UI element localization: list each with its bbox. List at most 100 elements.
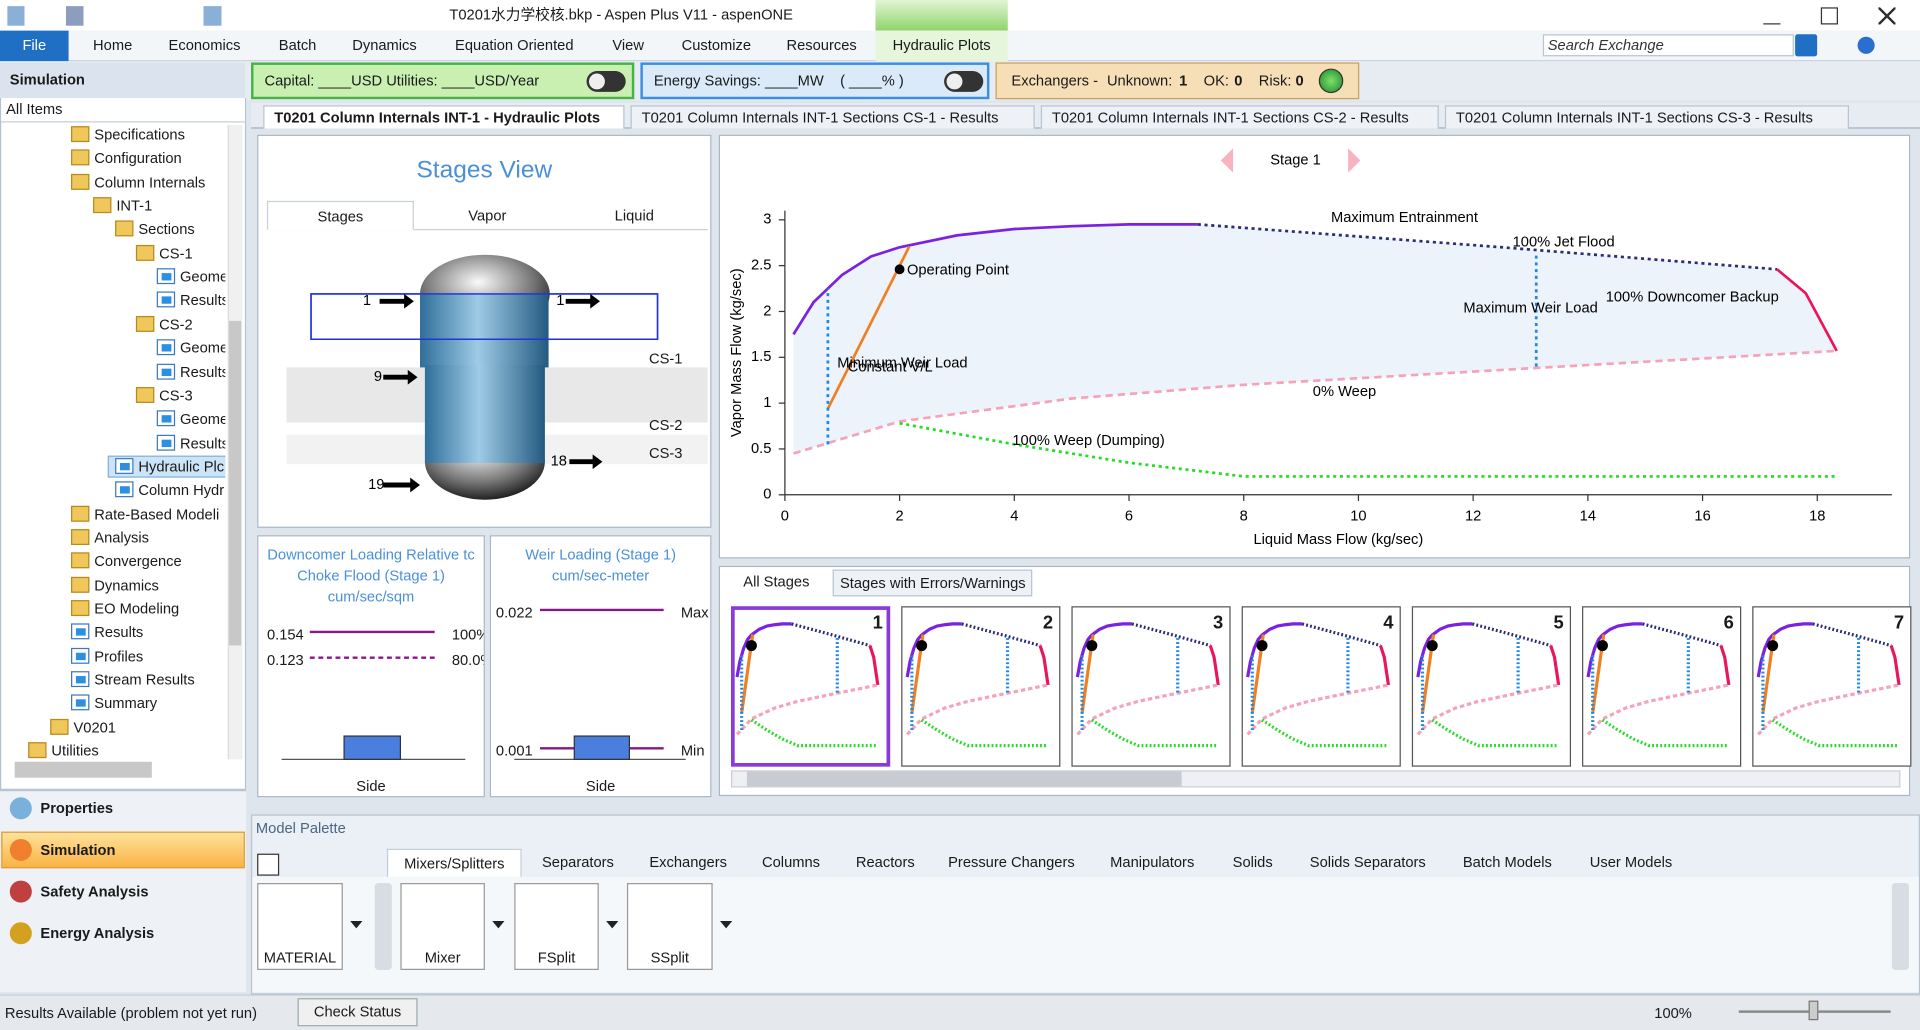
tree-item[interactable]: Convergence [94, 552, 182, 570]
stages-tab[interactable]: Stages [266, 200, 414, 231]
tree-item[interactable]: Geome [180, 339, 226, 357]
palette-scroll-left[interactable] [374, 883, 392, 970]
context-tab-header [875, 0, 1008, 31]
stages-tab[interactable]: Liquid [614, 206, 654, 225]
tree-item[interactable]: Geome [180, 268, 226, 286]
model-dropdown[interactable] [720, 920, 733, 929]
tree-item[interactable]: EO Modeling [94, 600, 180, 618]
palette-tab[interactable]: Batch Models [1462, 853, 1552, 871]
ribbon-tab[interactable]: Economics [168, 36, 241, 54]
tree-selection [107, 455, 226, 478]
stage-filter-tab[interactable]: Stages with Errors/Warnings [832, 569, 1033, 597]
pointer-tool[interactable] [257, 853, 280, 876]
palette-tab[interactable]: User Models [1589, 853, 1673, 871]
pane-selected [1, 831, 245, 869]
zoom-thumb[interactable] [1808, 1000, 1819, 1021]
tree-item[interactable]: Specifications [94, 126, 185, 144]
search-box[interactable]: Search Exchange [1542, 34, 1794, 57]
tree-item[interactable]: Geome [180, 410, 226, 428]
palette-scroll-right[interactable] [1891, 883, 1909, 970]
exchanger-icon[interactable] [1318, 68, 1344, 94]
palette-tab[interactable]: Exchangers [649, 853, 727, 871]
tree-item[interactable]: CS-3 [159, 386, 193, 404]
tree-item[interactable]: CS-2 [159, 315, 193, 333]
ribbon-tab[interactable]: View [612, 36, 644, 54]
ribbon-tab[interactable]: Equation Oriented [455, 36, 574, 54]
tree-item[interactable]: Summary [94, 694, 158, 713]
model-dropdown[interactable] [492, 920, 505, 929]
check-icon [75, 699, 86, 708]
tree-item[interactable]: Profiles [94, 647, 144, 665]
palette-tab[interactable]: Solids Separators [1309, 853, 1426, 871]
doc-tab[interactable]: T0201 Column Internals INT-1 Sections CS… [630, 105, 1035, 129]
palette-tab[interactable]: Reactors [855, 853, 915, 871]
palette-title: Model Palette [255, 819, 346, 837]
ribbon-tab[interactable]: Dynamics [352, 36, 417, 54]
downcomer-panel [257, 535, 485, 798]
status-message: Results Available (problem not yet run) [4, 1004, 258, 1022]
tree-item[interactable]: Configuration [94, 149, 182, 167]
pane-button[interactable]: Energy Analysis [40, 924, 155, 942]
file-tab[interactable]: File [0, 30, 69, 62]
tree-item[interactable]: Dynamics [94, 576, 159, 594]
tree-item[interactable]: Utilities [51, 742, 99, 760]
search-button[interactable] [1795, 34, 1818, 57]
tree-item[interactable]: Analysis [94, 529, 150, 547]
tree-icon [135, 386, 155, 403]
stage-filter-tab[interactable]: All Stages [743, 573, 810, 591]
model-dropdown[interactable] [350, 920, 363, 929]
help-button[interactable] [1857, 36, 1875, 54]
tree-item[interactable]: Stream Results [94, 671, 195, 689]
tree-item[interactable]: Sections [138, 220, 195, 239]
palette-tab[interactable]: Separators [542, 853, 614, 871]
ribbon-tab[interactable]: Customize [681, 36, 752, 54]
tree-item[interactable]: Results [180, 363, 226, 381]
tree-icon [28, 742, 47, 759]
tree-item[interactable]: Results [180, 292, 226, 310]
tree-item[interactable]: Column Hydr [138, 481, 225, 499]
doc-tab[interactable]: T0201 Column Internals INT-1 Sections CS… [1444, 105, 1849, 129]
tree-item[interactable]: Results [94, 623, 144, 641]
pane-button[interactable]: Safety Analysis [40, 883, 149, 901]
palette-tab[interactable]: Mixers/Splitters [386, 848, 522, 877]
tree-item[interactable]: V0201 [73, 718, 116, 736]
palette-tab[interactable]: Manipulators [1110, 853, 1195, 871]
tree-item[interactable]: Column Internals [94, 173, 206, 191]
window-control[interactable] [1878, 7, 1896, 25]
ribbon-tab[interactable]: Hydraulic Plots [875, 30, 1008, 62]
ribbon-tab[interactable]: Batch [278, 36, 317, 54]
ribbon-tab[interactable]: Resources [786, 36, 857, 54]
navigator-header: Simulation [0, 62, 245, 98]
tree-icon [71, 576, 90, 593]
check-status-button[interactable]: Check Status [297, 998, 418, 1027]
model-button[interactable] [626, 883, 713, 970]
section-label: CS-3 [648, 444, 683, 462]
tree-item[interactable]: INT-1 [116, 197, 153, 215]
tree-item[interactable]: CS-1 [159, 244, 193, 262]
pane-button[interactable]: Simulation [40, 841, 116, 859]
tree-icon [71, 126, 90, 143]
model-button[interactable] [400, 883, 485, 970]
filter-box[interactable]: All Items [1, 97, 245, 123]
palette-tab[interactable]: Solids [1232, 853, 1273, 871]
stages-tab[interactable]: Vapor [468, 206, 507, 225]
pane-button[interactable]: Properties [40, 799, 114, 817]
tree-icon [71, 149, 90, 166]
weir-value: 0.022 [495, 603, 533, 621]
doc-tab[interactable]: T0201 Column Internals INT-1 Sections CS… [1040, 105, 1439, 129]
model-button[interactable] [514, 883, 599, 970]
window-control[interactable] [1763, 7, 1781, 25]
palette-tab[interactable]: Columns [762, 853, 821, 871]
axis-label: Side [356, 777, 386, 795]
status-bar [0, 994, 1920, 1030]
tree-item[interactable]: Rate-Based Modeli [94, 505, 220, 523]
model-dropdown[interactable] [606, 920, 619, 929]
window-control[interactable] [1820, 7, 1838, 25]
exchangers-panel [995, 62, 1360, 100]
ribbon-tab[interactable]: Home [93, 36, 133, 54]
tree-item[interactable]: Results [180, 434, 226, 452]
palette-tab[interactable]: Pressure Changers [948, 853, 1075, 871]
model-button[interactable] [257, 883, 343, 970]
tree-item[interactable]: Hydraulic Plc [138, 457, 225, 476]
doc-tab[interactable]: T0201 Column Internals INT-1 - Hydraulic… [263, 105, 625, 129]
